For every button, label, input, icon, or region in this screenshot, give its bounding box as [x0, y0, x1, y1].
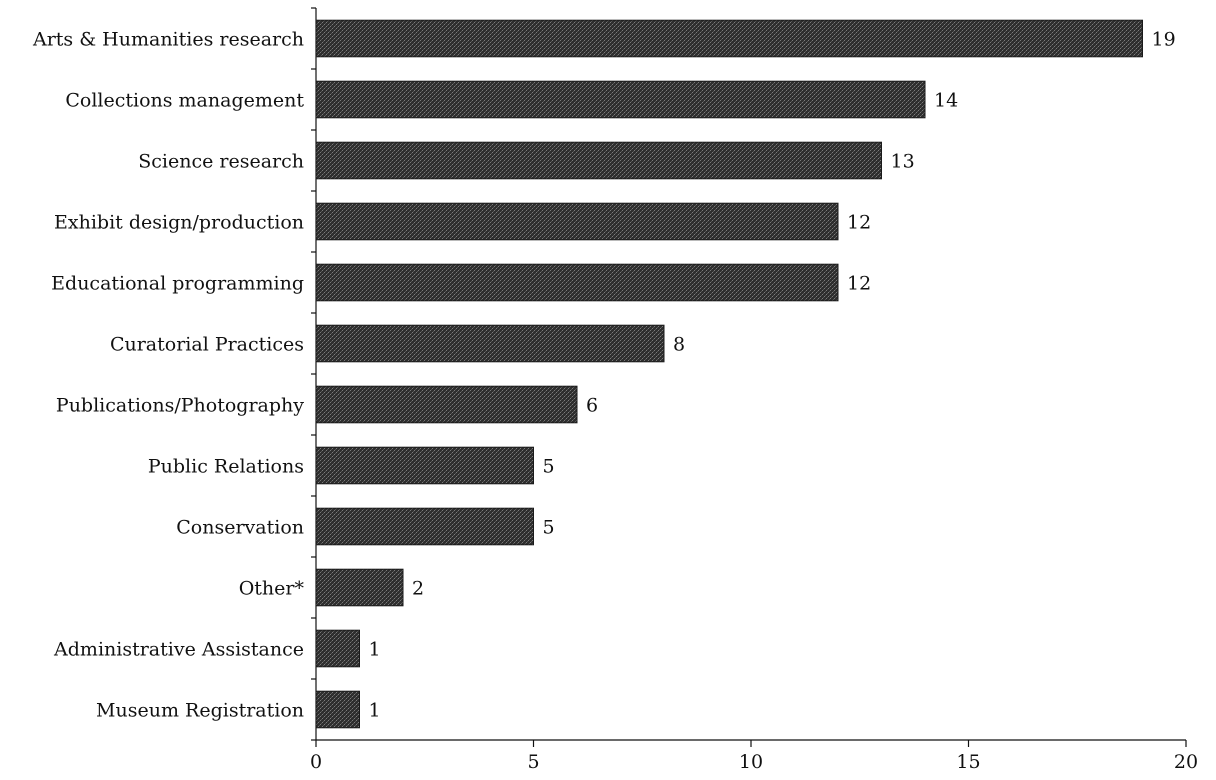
value-label: 13 [891, 151, 915, 173]
value-label: 5 [543, 517, 555, 539]
category-label: Public Relations [148, 456, 304, 478]
value-label: 2 [412, 578, 424, 600]
category-label: Arts & Humanities research [32, 29, 304, 51]
category-label: Exhibit design/production [54, 212, 304, 234]
category-label: Educational programming [51, 273, 304, 295]
bar [315, 507, 534, 546]
x-tick-label: 5 [527, 751, 539, 773]
category-label: Museum Registration [96, 700, 304, 722]
category-label: Administrative Assistance [53, 639, 304, 661]
value-label: 8 [673, 334, 685, 356]
category-label: Curatorial Practices [110, 334, 304, 356]
bar [315, 629, 360, 668]
bar [315, 324, 665, 363]
bar [315, 80, 926, 119]
x-tick-label: 15 [956, 751, 980, 773]
value-label: 12 [847, 273, 871, 295]
category-label: Other* [239, 578, 305, 600]
bar [315, 141, 882, 180]
bar [315, 446, 534, 485]
x-tick-label: 0 [310, 751, 322, 773]
bar [315, 385, 578, 424]
value-label: 1 [369, 700, 381, 722]
value-label: 12 [847, 212, 871, 234]
category-label: Publications/Photography [56, 395, 304, 417]
value-label: 5 [543, 456, 555, 478]
value-label: 14 [934, 90, 958, 112]
bar [315, 19, 1143, 58]
value-label: 19 [1152, 29, 1176, 51]
value-label: 1 [369, 639, 381, 661]
x-tick-label: 10 [739, 751, 763, 773]
value-label: 6 [586, 395, 598, 417]
category-label: Conservation [176, 517, 304, 539]
x-tick-label: 20 [1174, 751, 1198, 773]
bar [315, 690, 360, 729]
category-label: Science research [138, 151, 304, 173]
bar [315, 263, 839, 302]
bar [315, 202, 839, 241]
category-label: Collections management [65, 90, 304, 112]
bar [315, 568, 404, 607]
